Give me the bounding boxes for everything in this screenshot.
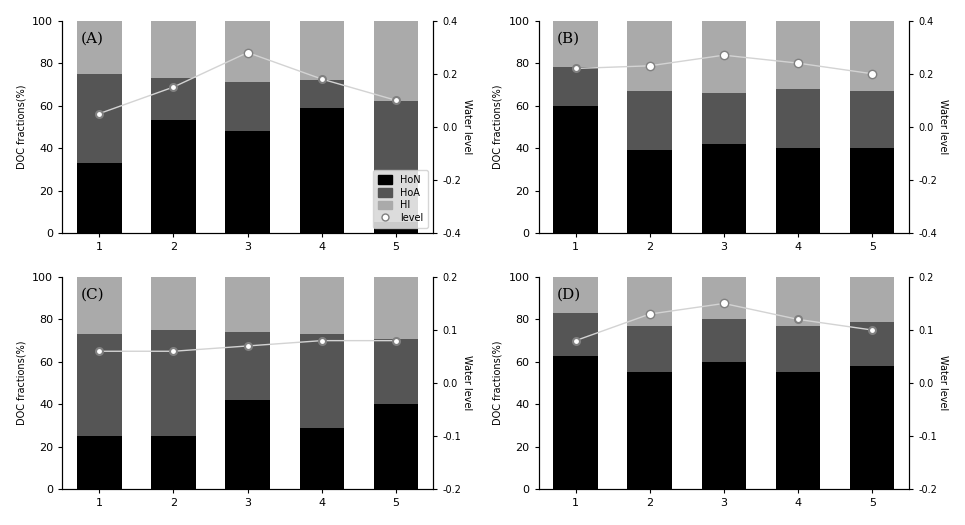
Bar bbox=[850, 20, 895, 91]
Bar bbox=[776, 277, 820, 326]
Bar bbox=[373, 277, 418, 339]
Text: (C): (C) bbox=[81, 288, 104, 301]
Y-axis label: Water level: Water level bbox=[938, 99, 949, 154]
Bar bbox=[627, 20, 672, 91]
Bar bbox=[152, 20, 196, 78]
Y-axis label: DOC fractions(%): DOC fractions(%) bbox=[493, 341, 503, 425]
Y-axis label: Water level: Water level bbox=[938, 355, 949, 411]
Y-axis label: Water level: Water level bbox=[462, 355, 472, 411]
Bar bbox=[702, 144, 746, 233]
Bar bbox=[152, 78, 196, 121]
Bar bbox=[373, 223, 418, 233]
Bar bbox=[702, 20, 746, 93]
Bar bbox=[299, 277, 345, 334]
Bar bbox=[627, 150, 672, 233]
Bar bbox=[627, 326, 672, 373]
Bar bbox=[226, 277, 270, 332]
Bar bbox=[226, 82, 270, 131]
Bar bbox=[77, 74, 122, 163]
Bar bbox=[850, 148, 895, 233]
Bar bbox=[226, 332, 270, 400]
Bar bbox=[627, 277, 672, 326]
Y-axis label: DOC fractions(%): DOC fractions(%) bbox=[16, 85, 27, 169]
Bar bbox=[776, 20, 820, 89]
Y-axis label: Water level: Water level bbox=[462, 99, 472, 154]
Text: (A): (A) bbox=[81, 32, 104, 45]
Bar bbox=[553, 67, 598, 106]
Bar bbox=[553, 20, 598, 67]
Bar bbox=[850, 91, 895, 148]
Bar bbox=[226, 400, 270, 489]
Bar bbox=[299, 334, 345, 428]
Bar bbox=[702, 93, 746, 144]
Bar bbox=[77, 436, 122, 489]
Text: (D): (D) bbox=[557, 288, 581, 301]
Bar bbox=[77, 277, 122, 334]
Bar bbox=[152, 277, 196, 330]
Bar bbox=[226, 131, 270, 233]
Bar bbox=[373, 339, 418, 404]
Bar bbox=[152, 121, 196, 233]
Bar bbox=[226, 20, 270, 82]
Bar bbox=[553, 313, 598, 355]
Bar bbox=[553, 355, 598, 489]
Bar bbox=[776, 89, 820, 148]
Bar bbox=[299, 108, 345, 233]
Bar bbox=[373, 404, 418, 489]
Y-axis label: DOC fractions(%): DOC fractions(%) bbox=[16, 341, 27, 425]
Bar bbox=[702, 319, 746, 362]
Bar bbox=[299, 20, 345, 80]
Bar bbox=[152, 436, 196, 489]
Legend: HoN, HoA, HI, level: HoN, HoA, HI, level bbox=[372, 170, 428, 228]
Bar bbox=[627, 91, 672, 150]
Bar bbox=[77, 334, 122, 436]
Bar bbox=[77, 20, 122, 74]
Bar bbox=[77, 163, 122, 233]
Bar bbox=[553, 106, 598, 233]
Bar bbox=[850, 277, 895, 321]
Bar bbox=[299, 80, 345, 108]
Bar bbox=[553, 277, 598, 313]
Bar bbox=[373, 101, 418, 223]
Bar bbox=[850, 366, 895, 489]
Bar bbox=[299, 428, 345, 489]
Bar bbox=[776, 148, 820, 233]
Text: (B): (B) bbox=[557, 32, 580, 45]
Y-axis label: DOC fractions(%): DOC fractions(%) bbox=[493, 85, 503, 169]
Bar bbox=[152, 330, 196, 436]
Bar bbox=[776, 373, 820, 489]
Bar bbox=[702, 277, 746, 319]
Bar bbox=[627, 373, 672, 489]
Bar bbox=[702, 362, 746, 489]
Bar bbox=[850, 321, 895, 366]
Bar bbox=[373, 20, 418, 101]
Bar bbox=[776, 326, 820, 373]
